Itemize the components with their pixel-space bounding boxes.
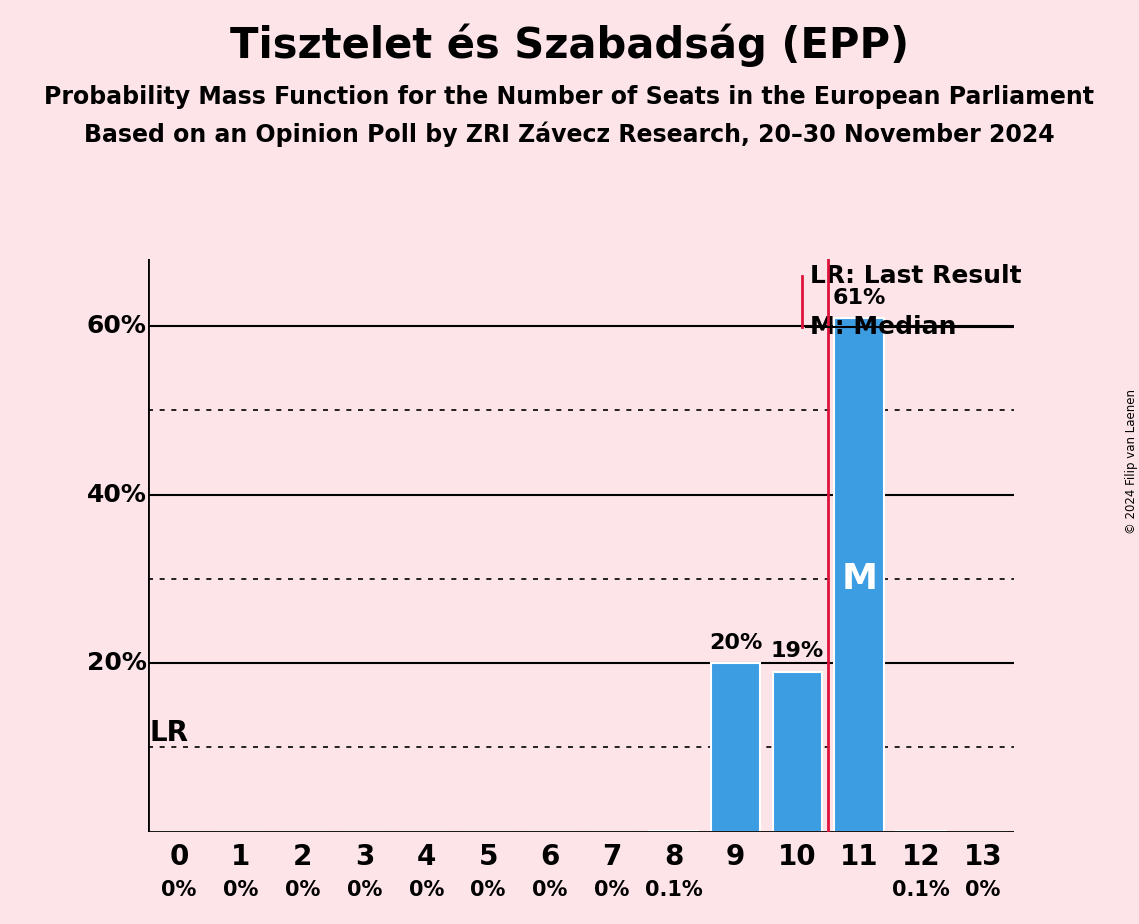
Text: 20%: 20% (708, 633, 762, 653)
Text: 0.1%: 0.1% (892, 881, 950, 901)
Point (219, 85, 232, 96)
Text: 0%: 0% (532, 881, 567, 901)
Text: Tisztelet és Szabadság (EPP): Tisztelet és Szabadság (EPP) (230, 23, 909, 67)
Bar (711, 663, 760, 832)
Text: LR: LR (150, 719, 189, 747)
Text: 0%: 0% (346, 881, 383, 901)
Text: 0%: 0% (223, 881, 259, 901)
Text: 0%: 0% (965, 881, 1000, 901)
Text: 0.1%: 0.1% (645, 881, 703, 901)
Text: Based on an Opinion Poll by ZRI Závecz Research, 20–30 November 2024: Based on an Opinion Poll by ZRI Závecz R… (84, 122, 1055, 148)
Text: 61%: 61% (833, 287, 886, 308)
Bar (835, 318, 884, 832)
Bar (772, 672, 822, 832)
Text: 20%: 20% (87, 651, 147, 675)
Text: M: Median: M: Median (810, 315, 957, 339)
Text: 60%: 60% (87, 314, 147, 338)
Text: 0%: 0% (409, 881, 444, 901)
Text: Probability Mass Function for the Number of Seats in the European Parliament: Probability Mass Function for the Number… (44, 85, 1095, 109)
Text: M: M (841, 562, 877, 596)
Text: LR: Last Result: LR: Last Result (810, 264, 1022, 288)
Point (219, 9, 232, 20)
Text: 40%: 40% (87, 482, 147, 506)
Text: 0%: 0% (470, 881, 506, 901)
Text: © 2024 Filip van Laenen: © 2024 Filip van Laenen (1124, 390, 1138, 534)
Text: 0%: 0% (595, 881, 630, 901)
Text: 0%: 0% (162, 881, 197, 901)
Point (236, 85, 249, 96)
Text: 0%: 0% (285, 881, 320, 901)
Text: 19%: 19% (771, 641, 823, 662)
Point (219, 85, 232, 96)
